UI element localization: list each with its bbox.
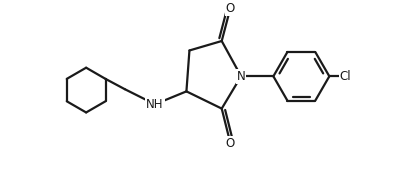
Text: O: O: [226, 2, 235, 15]
Text: NH: NH: [146, 98, 164, 111]
Text: O: O: [226, 137, 235, 150]
Text: N: N: [237, 70, 245, 83]
Text: Cl: Cl: [340, 70, 351, 83]
